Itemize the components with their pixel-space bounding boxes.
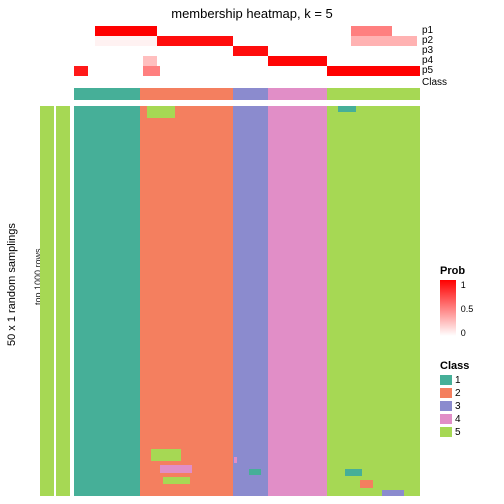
swatch-icon xyxy=(440,427,452,437)
heatmap-plot: p1p2p3p4p5Class xyxy=(40,26,420,496)
class-legend-item-3: 3 xyxy=(440,401,500,413)
class-legend-label: 3 xyxy=(455,401,461,412)
class-legend-label: 1 xyxy=(455,375,461,386)
row-label-p5: p5 xyxy=(422,66,452,76)
heat-col-4 xyxy=(268,106,327,496)
heat-col-2 xyxy=(140,106,233,496)
heat-col-5 xyxy=(327,106,420,496)
heat-col-1 xyxy=(74,106,140,496)
prob-row-p4 xyxy=(74,56,420,66)
class-seg-1 xyxy=(74,88,140,100)
prob-tick: 0 xyxy=(461,328,466,338)
class-legend-label: 4 xyxy=(455,414,461,425)
swatch-icon xyxy=(440,388,452,398)
swatch-icon xyxy=(440,401,452,411)
prob-row-p3 xyxy=(74,46,420,56)
class-legend-title: Class xyxy=(440,360,500,372)
prob-gradient xyxy=(440,280,456,336)
heat-col-3 xyxy=(233,106,268,496)
class-legend: Class 1 2 3 4 5 xyxy=(440,360,500,440)
class-legend-item-4: 4 xyxy=(440,414,500,426)
class-seg-5 xyxy=(327,88,420,100)
prob-row-p2 xyxy=(74,36,420,46)
class-legend-item-1: 1 xyxy=(440,375,500,387)
ylabel-outer: 50 x 1 random samplings xyxy=(2,150,16,370)
prob-legend: Prob 10.50 xyxy=(440,265,500,336)
swatch-icon xyxy=(440,414,452,424)
class-legend-items: 1 2 3 4 5 xyxy=(440,375,500,439)
sampling-bar xyxy=(40,106,54,496)
row-labels: p1p2p3p4p5Class xyxy=(422,26,452,88)
class-seg-3 xyxy=(233,88,268,100)
class-legend-label: 2 xyxy=(455,388,461,399)
row-label-class: Class xyxy=(422,78,452,88)
prob-tick: 0.5 xyxy=(461,304,474,314)
class-legend-label: 5 xyxy=(455,427,461,438)
rows-bar xyxy=(56,106,70,496)
class-legend-item-5: 5 xyxy=(440,427,500,439)
prob-tick: 1 xyxy=(461,280,466,290)
chart-title: membership heatmap, k = 5 xyxy=(0,6,504,21)
prob-ticks: 10.50 xyxy=(459,280,483,336)
class-seg-2 xyxy=(140,88,233,100)
prob-row-p1 xyxy=(74,26,420,36)
class-legend-item-2: 2 xyxy=(440,388,500,400)
swatch-icon xyxy=(440,375,452,385)
prob-row-p5 xyxy=(74,66,420,76)
ylabel-outer-text: 50 x 1 random samplings xyxy=(6,166,18,346)
prob-legend-title: Prob xyxy=(440,265,500,277)
probability-rows xyxy=(74,26,420,86)
class-seg-4 xyxy=(268,88,327,100)
main-heatmap xyxy=(74,106,420,496)
class-row xyxy=(74,88,420,100)
